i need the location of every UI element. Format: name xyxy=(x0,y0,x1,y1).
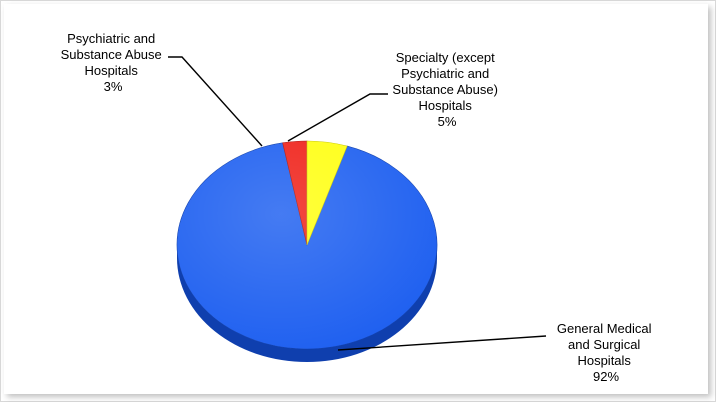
pie-slices xyxy=(176,140,438,350)
slice-label-general-medical: General Medical and Surgical Hospitals 9… xyxy=(557,321,655,384)
pie-highlight xyxy=(177,141,437,349)
leader-line-general-medical xyxy=(337,335,547,351)
leader-line-psychiatric xyxy=(168,56,263,147)
slice-label-psychiatric: Psychiatric and Substance Abuse Hospital… xyxy=(61,31,166,94)
leader-line-specialty xyxy=(287,93,388,142)
slice-label-specialty: Specialty (except Psychiatric and Substa… xyxy=(392,50,501,129)
leader-lines xyxy=(168,56,547,351)
